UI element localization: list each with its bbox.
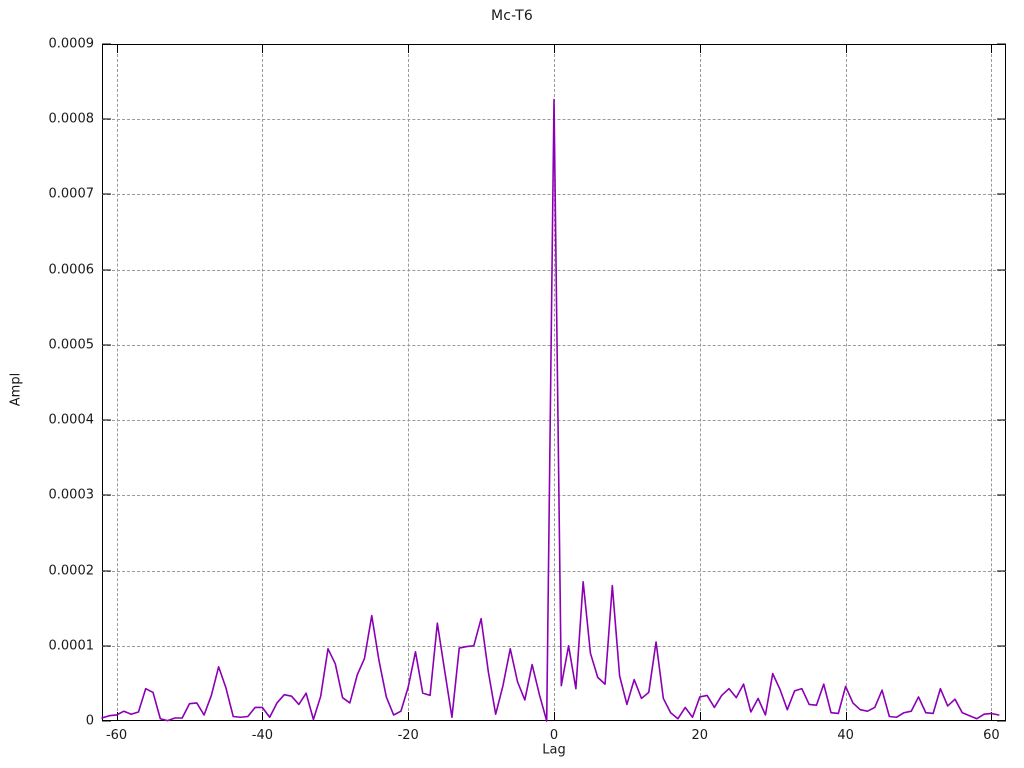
y-axis-tick-label: 0.0009 bbox=[48, 36, 95, 52]
gridline-vertical bbox=[699, 44, 701, 721]
x-axis-tick-label: 60 bbox=[983, 728, 1000, 743]
y-axis-tick-mark bbox=[997, 118, 1006, 120]
y-axis-tick-mark bbox=[997, 570, 1006, 572]
gridline-vertical bbox=[408, 44, 410, 721]
x-axis-tick-mark bbox=[991, 712, 993, 721]
x-axis-tick-mark bbox=[262, 44, 264, 53]
y-axis-tick-label: 0.0002 bbox=[48, 563, 95, 579]
y-axis-label: Ampl bbox=[8, 372, 24, 407]
y-axis-tick-mark bbox=[997, 43, 1006, 45]
y-axis-tick-label: 0 bbox=[85, 713, 94, 729]
gridline-vertical bbox=[554, 44, 555, 721]
y-axis-tick-mark bbox=[102, 720, 111, 722]
x-axis-tick-mark bbox=[116, 44, 118, 53]
y-axis-tick-mark bbox=[997, 419, 1006, 421]
y-axis-tick-mark bbox=[102, 269, 111, 271]
gridline-vertical bbox=[991, 44, 993, 721]
gridline-vertical bbox=[262, 44, 264, 721]
x-axis-tick-label: 40 bbox=[837, 728, 854, 743]
y-axis-tick-mark bbox=[102, 344, 111, 346]
x-axis-tick-label: 20 bbox=[691, 728, 709, 743]
y-axis-tick-mark bbox=[102, 43, 111, 45]
x-axis-tick-label: -40 bbox=[251, 728, 273, 743]
y-axis-tick-mark bbox=[102, 193, 111, 195]
y-axis-tick-mark bbox=[102, 118, 111, 120]
x-axis-tick-mark bbox=[408, 712, 410, 721]
x-axis-tick-mark bbox=[699, 44, 701, 53]
y-axis-tick-mark bbox=[102, 419, 111, 421]
y-axis-tick-mark bbox=[102, 494, 111, 496]
x-axis-label: Lag bbox=[542, 742, 566, 758]
x-axis-tick-mark bbox=[408, 44, 410, 53]
y-axis-tick-mark bbox=[997, 193, 1006, 195]
x-axis-tick-mark bbox=[845, 44, 847, 53]
chart-title: Mc-T6 bbox=[490, 8, 533, 24]
series-line-cross-correlation bbox=[101, 98, 1000, 722]
y-axis-tick-mark bbox=[102, 570, 111, 572]
y-axis-tick-label: 0.0003 bbox=[48, 487, 95, 503]
y-axis-tick-mark bbox=[997, 720, 1006, 722]
y-axis-tick-mark bbox=[997, 494, 1006, 496]
x-axis-tick-label: -60 bbox=[105, 728, 128, 743]
x-axis-tick-mark bbox=[845, 712, 847, 721]
x-axis-tick-mark bbox=[991, 44, 993, 53]
y-axis-tick-label: 0.0006 bbox=[48, 262, 95, 278]
x-axis-tick-mark bbox=[554, 44, 555, 53]
x-axis-tick-mark bbox=[262, 712, 264, 721]
x-axis-tick-mark bbox=[699, 712, 701, 721]
y-axis-tick-label: 0.0008 bbox=[48, 111, 95, 127]
y-axis-tick-label: 0.0005 bbox=[48, 337, 95, 353]
x-axis-tick-mark bbox=[116, 712, 118, 721]
gridline-vertical bbox=[116, 44, 118, 721]
y-axis-tick-mark bbox=[102, 645, 111, 647]
gridline-vertical bbox=[845, 44, 847, 721]
x-axis-tick-label: -20 bbox=[397, 728, 419, 743]
x-axis-tick-mark bbox=[554, 712, 555, 721]
y-axis-tick-mark bbox=[997, 645, 1006, 647]
y-axis-tick-mark bbox=[997, 344, 1006, 346]
y-axis-tick-label: 0.0007 bbox=[48, 186, 95, 202]
y-axis-tick-mark bbox=[997, 269, 1006, 271]
x-axis-tick-label: 0 bbox=[549, 728, 559, 743]
y-axis-tick-label: 0.0001 bbox=[48, 638, 95, 654]
y-axis-tick-label: 0.0004 bbox=[48, 412, 95, 428]
data-series-layer bbox=[101, 98, 1000, 722]
